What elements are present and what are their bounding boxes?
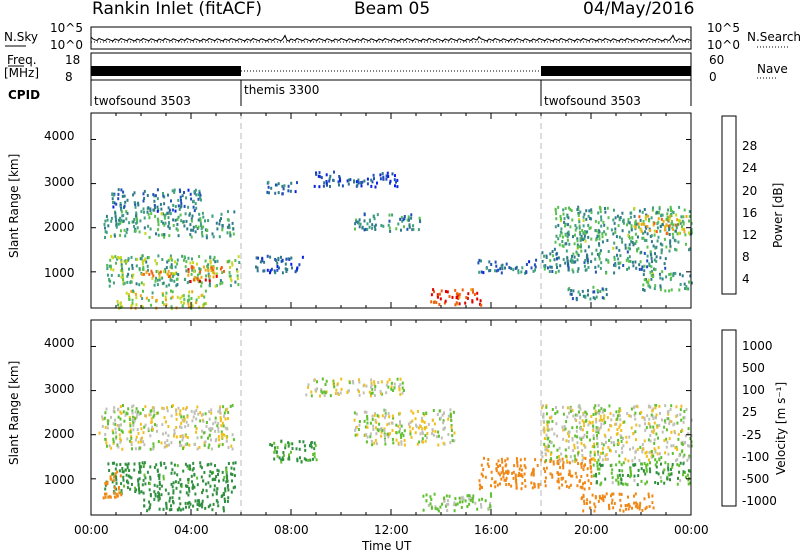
power-ytick-3000: 3000 xyxy=(44,175,75,189)
power-cbar-label: Power [dB] xyxy=(771,182,785,248)
power-echo-region xyxy=(103,210,236,240)
velocity-cbar-tick-m25: -25 xyxy=(742,428,762,442)
power-ytick-2000: 2000 xyxy=(44,220,75,234)
freq-trace-segment xyxy=(541,66,691,76)
nave-tick-top: 60 xyxy=(709,53,725,67)
nsky-strip-frame xyxy=(90,26,692,50)
velocity-cbar-tick-m500: -500 xyxy=(742,472,770,486)
power-cbar-tick-8: 8 xyxy=(742,250,750,264)
velocity-cbar-tick-500: 500 xyxy=(742,361,765,375)
velocity-echo-region xyxy=(305,377,405,398)
velocity-cbar-tick-1000: 1000 xyxy=(742,339,773,353)
nave-label: Nave xyxy=(757,62,788,76)
velocity-echo-region xyxy=(104,461,237,496)
beam-label: Beam 05 xyxy=(354,0,431,19)
nsky-label: N.Sky xyxy=(4,30,39,44)
xaxis-label: Time UT xyxy=(362,539,412,553)
power-echo-region xyxy=(553,205,693,253)
nsky-tick-bottom: 10^0 xyxy=(50,38,83,52)
cpid-segment-2: themis 3300 xyxy=(244,83,320,97)
power-colorbar-frame xyxy=(721,115,737,295)
xtick-2: 08:00 xyxy=(274,523,309,537)
velocity-echo-region xyxy=(541,403,693,465)
velocity-ytick-3000: 3000 xyxy=(44,382,75,396)
power-echo-region xyxy=(567,285,608,302)
power-echo-region xyxy=(111,188,202,213)
power-echo-region xyxy=(633,214,690,236)
velocity-colorbar-frame xyxy=(721,329,737,507)
freq-tick-top: 18 xyxy=(65,53,81,67)
cpid-segment-1: twofsound 3503 xyxy=(94,94,191,108)
power-echo-region xyxy=(266,180,298,196)
velocity-echo-region xyxy=(143,492,230,513)
power-echo-region xyxy=(187,265,225,284)
power-cbar-tick-12: 12 xyxy=(742,228,758,242)
freq-label: Freq. xyxy=(7,53,37,67)
power-echo-region xyxy=(354,212,422,233)
velocity-cbar-tick-25: 25 xyxy=(742,405,758,419)
nsky-trace xyxy=(90,34,692,42)
xtick-0: 00:00 xyxy=(74,523,109,537)
velocity-cbar-tick-100: 100 xyxy=(742,383,765,397)
power-echo-region xyxy=(541,250,667,275)
nsearch-label: N.Search xyxy=(747,30,800,44)
freq-tick-bottom: 8 xyxy=(65,70,73,84)
velocity-echo-region xyxy=(269,439,318,464)
velocity-echo-region xyxy=(478,456,593,491)
power-ytick-1000: 1000 xyxy=(44,266,75,280)
power-echo-region xyxy=(141,269,177,279)
xtick-5: 20:00 xyxy=(574,523,609,537)
velocity-cbar-label: Velocity [m s⁻¹] xyxy=(774,381,788,475)
velocity-echo-region xyxy=(98,403,235,451)
xtick-3: 12:00 xyxy=(374,523,409,537)
freq-trace-segment xyxy=(91,66,241,76)
velocity-echo-region xyxy=(422,492,493,513)
xtick-4: 16:00 xyxy=(474,523,509,537)
xtick-6: 00:00 xyxy=(674,523,709,537)
velocity-ytick-1000: 1000 xyxy=(44,473,75,487)
velocity-echo-region xyxy=(580,492,655,513)
velocity-echo-region xyxy=(353,408,456,447)
power-ytick-4000: 4000 xyxy=(44,129,75,143)
velocity-echo-region xyxy=(592,461,692,487)
xtick-1: 04:00 xyxy=(174,523,209,537)
velocity-ylabel: Slant Range [km] xyxy=(7,360,21,465)
power-echo-region xyxy=(477,258,538,275)
velocity-cbar-tick-m100: -100 xyxy=(742,450,770,464)
power-cbar-tick-4: 4 xyxy=(742,272,750,286)
nsky-tick-top: 10^5 xyxy=(50,21,83,35)
power-cbar-tick-24: 24 xyxy=(742,161,758,175)
cpid-label: CPID xyxy=(8,88,41,102)
cpid-segment-3: twofsound 3503 xyxy=(544,94,641,108)
power-cbar-tick-16: 16 xyxy=(742,206,758,220)
power-echo-region xyxy=(255,254,304,275)
velocity-ytick-2000: 2000 xyxy=(44,427,75,441)
nsearch-tick-top: 10^5 xyxy=(707,21,740,35)
station-title: Rankin Inlet (fitACF) xyxy=(92,0,263,19)
date-label: 04/May/2016 xyxy=(583,0,695,19)
freq-unit: [MHz] xyxy=(4,66,40,80)
velocity-ytick-4000: 4000 xyxy=(44,336,75,350)
power-cbar-tick-28: 28 xyxy=(742,139,758,153)
nsearch-tick-bottom: 10^0 xyxy=(707,38,740,52)
velocity-echo-region xyxy=(102,470,123,500)
power-cbar-tick-20: 20 xyxy=(742,184,758,198)
power-ylabel: Slant Range [km] xyxy=(7,153,21,258)
power-echo-region xyxy=(642,271,693,293)
nave-tick-bottom: 0 xyxy=(709,70,717,84)
power-echo-region xyxy=(313,170,399,189)
velocity-cbar-tick-m1000: -1000 xyxy=(742,494,777,508)
power-echo-region xyxy=(430,288,483,307)
